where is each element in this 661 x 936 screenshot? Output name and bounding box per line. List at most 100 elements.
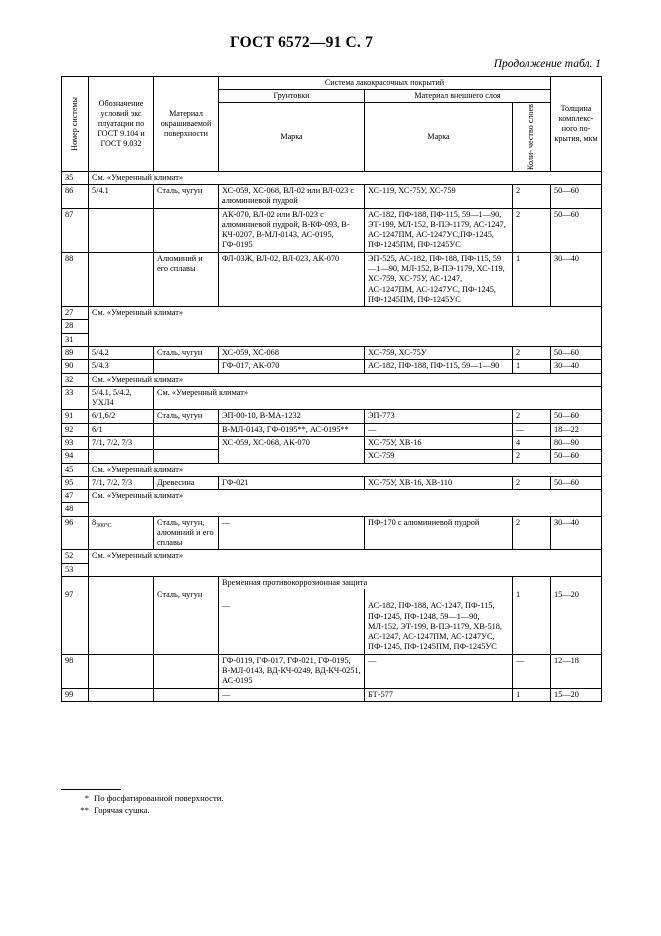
cell-outer: ЭП-525, АС-182, ПФ-188, ПФ-115, 59—1—90,… [364, 251, 513, 308]
cell-layers: 2 [511, 184, 552, 209]
row-number: 48 [61, 502, 89, 517]
cell-outer: — [364, 422, 513, 437]
cell-conditions [88, 251, 154, 308]
row-number: 28 [61, 319, 89, 334]
cell-primer: ХС-059, ХС-068, ВЛ-02 или ВЛ-023 с алюми… [218, 184, 365, 209]
table-container: Номер системы Обозначение условий экс пл… [61, 76, 603, 702]
table-row: 87 АК-070, ВЛ-02 или ВЛ-023 с алюминиево… [61, 207, 603, 253]
row-number: 93 [61, 435, 89, 451]
cell-material [153, 687, 219, 702]
cell-thickness: 50—60 [550, 409, 603, 424]
header-material: Материал окрашиваемой поверхности [153, 76, 219, 172]
cell-layers: 2 [511, 515, 552, 551]
table-row: 89 5/4.2 Сталь, чугун ХС-059, ХС-068 ХС-… [61, 345, 603, 361]
cell-thickness: 50—60 [550, 345, 603, 361]
cell-material: Сталь, чугун [153, 184, 219, 209]
row-number: 32 [61, 372, 89, 387]
cell-conditions: 6/1 [88, 422, 154, 437]
row-number: 33 [61, 385, 89, 411]
cell-thickness: 50—60 [550, 449, 603, 464]
cell-layers: 1 [511, 687, 552, 702]
header-outer-group: Материал внешнего слоя [363, 88, 552, 103]
cell-material: Сталь, чугун [153, 589, 219, 655]
cell-conditions [88, 449, 154, 464]
cell-primer: — [218, 687, 365, 702]
row-span-note: См. «Умеренный климат» [152, 385, 603, 411]
cell-outer: ХС-759 [364, 449, 513, 464]
row-span-note: См. «Умеренный климат» [87, 170, 603, 186]
table-row: 91 6/1,6/2 Сталь, чугун ЭП-00-10, В-МА-1… [61, 409, 603, 424]
cell-material [153, 653, 219, 689]
cell-thickness: 80—90 [550, 435, 603, 451]
row-number: 35 [61, 170, 89, 186]
cell-primer: ХС-059, ХС-068 [218, 345, 365, 361]
cell-outer: АС-182, ПФ-188, ПФ-115, 59—1—90 [364, 359, 513, 374]
table-row: 94 ХС-759 2 50—60 [61, 449, 603, 464]
cell-layers: 2 [511, 409, 552, 424]
coating-systems-table: Номер системы Обозначение условий экс пл… [61, 76, 603, 702]
table-row: 93 7/1, 7/2, 7/3 ХС-059, ХС-068, АК-070 … [61, 435, 603, 464]
cell-conditions: 7/1, 7/2, 7/3 [88, 475, 154, 491]
header-outer-brand: Марка [364, 101, 513, 172]
row-number: 92 [61, 422, 89, 437]
row-number: 96 [61, 515, 89, 551]
row-span-note: См. «Умеренный климат» [87, 549, 603, 578]
row-number: 31 [61, 332, 89, 347]
cell-layers: 2 [511, 345, 552, 361]
cell-conditions: 5/4.3 [88, 359, 154, 374]
header-primer-brand: Марка [218, 101, 365, 172]
row-number: 90 [61, 359, 89, 374]
cell-primer: ФЛ-03Ж, ВЛ-02, ВЛ-023, АК-070 [218, 251, 365, 308]
cell-material [153, 422, 219, 437]
row-number: 52 [61, 549, 89, 564]
cell-outer: АС-182, ПФ-188, АС-1247, ПФ-115, ПФ-1245… [364, 589, 513, 655]
cell-conditions [88, 589, 154, 655]
cell-conditions: 6/1,6/2 [88, 409, 154, 424]
footnote-block: * По фосфатированной поверхности. ** Горяч… [75, 793, 475, 816]
cell-thickness: 15—20 [550, 687, 603, 702]
footnote-marker: * [84, 793, 89, 803]
cell-primer: — [218, 589, 365, 655]
page-header: ГОСТ 6572—91 С. 7 [0, 34, 661, 52]
cell-conditions-base: 8 [92, 517, 97, 527]
table-row: 92 6/1 В-МЛ-0143, ГФ-0195**, АС-0195** —… [61, 422, 603, 437]
table-row: 88 Алюминий и его сплавы ФЛ-03Ж, ВЛ-02, … [61, 251, 603, 308]
header-conditions: Обозначение условий экс плуатации по ГОС… [88, 76, 154, 172]
row-span-note: См. «Умеренный климат» [87, 489, 603, 517]
cell-layers: 2 [511, 475, 552, 491]
header-row-3: Марка Марка Коли- чество слоев [62, 101, 602, 172]
cell-outer: ХС-75У, ХВ-16 [364, 435, 513, 451]
cell-protection-title: Временная противокоррозионная защита [218, 576, 513, 590]
footnote-item: ** Горячая сушка. [75, 805, 475, 817]
cell-thickness: 50—60 [550, 184, 603, 209]
header-number: Номер системы [61, 76, 89, 172]
cell-material: Древесина [153, 475, 219, 491]
footnote-marker: ** [80, 804, 89, 815]
row-number: 97 [61, 589, 89, 655]
cell-thickness: 18—22 [550, 422, 603, 437]
cell-outer: ПФ-170 с алюминиевой пудрой [364, 515, 513, 551]
row-number: 53 [61, 562, 89, 578]
cell-thickness: 30—40 [550, 359, 603, 374]
cell-primer: ХС-059, ХС-068, АК-070 [218, 435, 365, 464]
cell-layers: 4 [511, 435, 552, 451]
row-number: 87 [61, 207, 89, 253]
header-row-2: Грунтовки Материал внешнего слоя [62, 88, 602, 103]
table-row: 53 [61, 562, 602, 578]
footnote-text: Горячая сушка. [94, 804, 150, 815]
cell-layers: 1 [511, 359, 552, 374]
table-row: 35 См. «Умеренный климат» [61, 170, 603, 186]
row-number: 27 [61, 306, 89, 321]
cell-outer: — [364, 653, 513, 689]
table-row: 98 ГФ-0119, ГФ-017, ГФ-021, ГФ-0195, В-М… [61, 653, 603, 689]
cell-layers: — [511, 653, 552, 689]
table-row: 97 Сталь, чугун — АС-182, ПФ-188, АС-124… [61, 589, 603, 655]
continuation-label: Продолжение табл. 1 [493, 58, 601, 70]
table-row: 48 [61, 502, 602, 517]
cell-thickness: 30—40 [550, 251, 603, 308]
cell-thickness: 15—20 [550, 589, 603, 655]
row-number: 91 [61, 409, 89, 424]
cell-material: Алюминий и его сплавы [153, 251, 219, 308]
cell-conditions: 7/1, 7/2, 7/3 [88, 435, 154, 451]
cell-layers: 2 [511, 449, 552, 464]
